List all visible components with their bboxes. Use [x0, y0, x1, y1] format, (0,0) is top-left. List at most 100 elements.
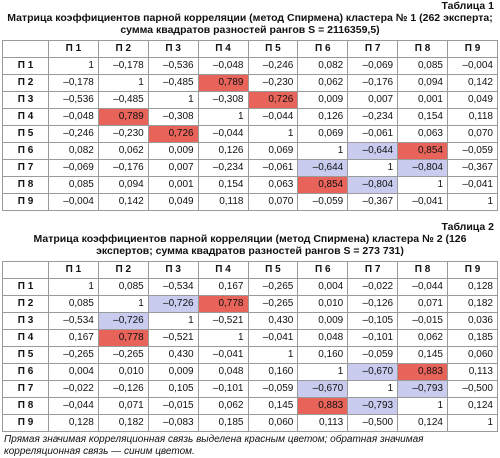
table-cell: 0,167: [197, 278, 249, 296]
table-cell: 0,071: [97, 397, 149, 415]
table-cell: –0,644: [347, 142, 399, 160]
table-cell: –0,485: [147, 74, 199, 92]
table-cell: 1: [97, 74, 149, 92]
table-cell: 0,071: [397, 295, 448, 313]
table-cell: –0,059: [447, 142, 498, 160]
table-cell: –0,101: [347, 329, 399, 347]
table-cell: 0,007: [347, 91, 399, 109]
table-cell: 1: [48, 278, 99, 296]
table-cell: 0,062: [197, 397, 249, 415]
column-header: П 6: [297, 261, 349, 279]
table-row: П 2 –0,178 1 –0,485 0,789 –0,230 0,062 –0,176 0,…: [2, 74, 498, 92]
table-cell: –0,044: [247, 108, 299, 126]
table-cell: 1: [247, 125, 299, 143]
table2-label: Таблица 2: [441, 221, 494, 233]
table-cell: 0,430: [147, 346, 199, 364]
table-cell: 0,142: [97, 193, 149, 211]
table-cell: 0,069: [247, 142, 299, 160]
table-cell: –0,176: [97, 159, 149, 177]
table-cell: –0,041: [197, 346, 249, 364]
table-cell: –0,178: [97, 57, 149, 75]
table-cell: –0,178: [48, 74, 99, 92]
table-cell: 0,154: [397, 108, 448, 126]
table-cell: 0,082: [297, 57, 349, 75]
table-cell: –0,670: [297, 380, 349, 398]
table-cell: –0,059: [247, 380, 299, 398]
table-cell: 0,160: [247, 363, 299, 381]
column-header: П 4: [197, 40, 249, 58]
column-header: П 3: [147, 40, 199, 58]
column-header: П 5: [247, 40, 299, 58]
table-cell: 0,085: [97, 278, 149, 296]
row-header: П 2: [2, 295, 49, 313]
table-cell: 0,778: [197, 295, 249, 313]
table-cell: –0,041: [247, 329, 299, 347]
table-cell: –0,234: [347, 108, 399, 126]
table-cell: –0,265: [48, 346, 99, 364]
table-row: П 1 1 0,085 –0,534 0,167 –0,265 0,004 –0,022 –0,…: [2, 278, 498, 296]
table-cell: 0,182: [97, 414, 149, 432]
table-cell: 0,778: [97, 329, 149, 347]
table-cell: –0,022: [48, 380, 99, 398]
table-cell: 0,009: [297, 312, 349, 330]
table-cell: –0,061: [347, 125, 399, 143]
table-cell: 0,124: [397, 414, 448, 432]
table-cell: 0,010: [97, 363, 149, 381]
column-header: П 2: [97, 40, 149, 58]
table-cell: 0,094: [97, 176, 149, 194]
table-row: П 8 0,085 0,094 0,001 0,154 0,063 0,854 –0,804 1…: [2, 176, 498, 194]
row-header: П 9: [2, 414, 49, 432]
table-row: П 9 –0,004 0,142 0,049 0,118 0,070 –0,059 –0,36…: [2, 193, 498, 211]
table-cell: –0,534: [147, 278, 199, 296]
table-cell: 0,048: [197, 363, 249, 381]
table-cell: –0,367: [347, 193, 399, 211]
table-cell: 0,001: [397, 91, 448, 109]
column-header: П 1: [48, 40, 99, 58]
table-cell: 0,105: [147, 380, 199, 398]
table-cell: –0,265: [247, 295, 299, 313]
table-cell: –0,044: [197, 125, 249, 143]
table-cell: 0,048: [297, 329, 349, 347]
corner-cell: [2, 261, 49, 279]
table-cell: –0,059: [347, 346, 399, 364]
column-header: П 1: [48, 261, 99, 279]
table-cell: –0,059: [297, 193, 349, 211]
table-cell: 1: [347, 380, 399, 398]
table-cell: 0,118: [447, 108, 498, 126]
table-cell: 0,118: [197, 193, 249, 211]
table-cell: 1: [197, 329, 249, 347]
table-cell: 0,069: [297, 125, 349, 143]
column-header: П 2: [97, 261, 149, 279]
table-cell: 0,128: [48, 414, 99, 432]
row-header: П 6: [2, 363, 49, 381]
table-cell: 0,009: [147, 363, 199, 381]
table-cell: –0,726: [97, 312, 149, 330]
table-cell: 0,049: [447, 91, 498, 109]
table-cell: –0,793: [397, 380, 448, 398]
table-cell: 1: [297, 142, 349, 160]
table-cell: 0,085: [48, 295, 99, 313]
table-cell: 1: [97, 295, 149, 313]
table-cell: –0,367: [447, 159, 498, 177]
table-cell: –0,308: [197, 91, 249, 109]
table-cell: 0,062: [397, 329, 448, 347]
column-header: П 8: [397, 40, 448, 58]
column-header: П 7: [347, 40, 399, 58]
table-cell: –0,126: [347, 295, 399, 313]
table-cell: 0,036: [447, 312, 498, 330]
row-header: П 4: [2, 108, 49, 126]
table-cell: 0,789: [197, 74, 249, 92]
table-cell: –0,793: [347, 397, 399, 415]
table-cell: 0,070: [447, 125, 498, 143]
table-cell: –0,004: [48, 193, 99, 211]
table-cell: –0,230: [97, 125, 149, 143]
table-cell: –0,534: [48, 312, 99, 330]
table-cell: 1: [447, 414, 498, 432]
row-header: П 7: [2, 380, 49, 398]
table-cell: –0,265: [97, 346, 149, 364]
table-cell: 0,113: [297, 414, 349, 432]
